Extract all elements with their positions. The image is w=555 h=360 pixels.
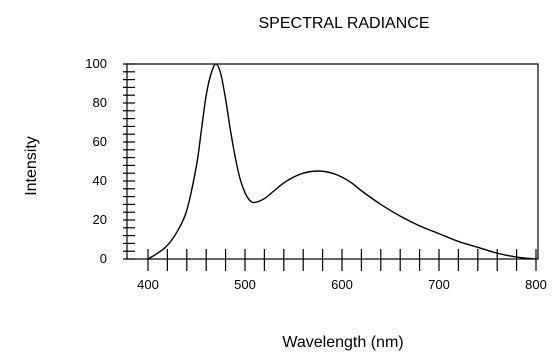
y-tick-label: 0 <box>100 251 107 266</box>
x-tick-label: 800 <box>525 277 547 292</box>
y-tick-label: 100 <box>85 56 107 71</box>
chart-title: SPECTRAL RADIANCE <box>259 15 430 32</box>
y-tick-label: 60 <box>93 134 107 149</box>
axis-ticks <box>123 63 537 271</box>
y-tick-label: 80 <box>93 95 107 110</box>
tick-labels: 400 500 600 700 800 0 20 40 60 80 100 <box>85 56 547 292</box>
y-tick-label: 20 <box>93 212 107 227</box>
x-tick-label: 500 <box>234 277 256 292</box>
x-tick-label: 600 <box>331 277 353 292</box>
y-axis-label: Intensity <box>23 136 40 196</box>
intensity-curve <box>147 63 537 260</box>
plot-frame <box>126 63 539 260</box>
x-axis-label: Wavelength (nm) <box>282 334 403 351</box>
x-tick-label: 700 <box>428 277 450 292</box>
x-tick-label: 400 <box>137 277 159 292</box>
y-tick-label: 40 <box>93 173 107 188</box>
